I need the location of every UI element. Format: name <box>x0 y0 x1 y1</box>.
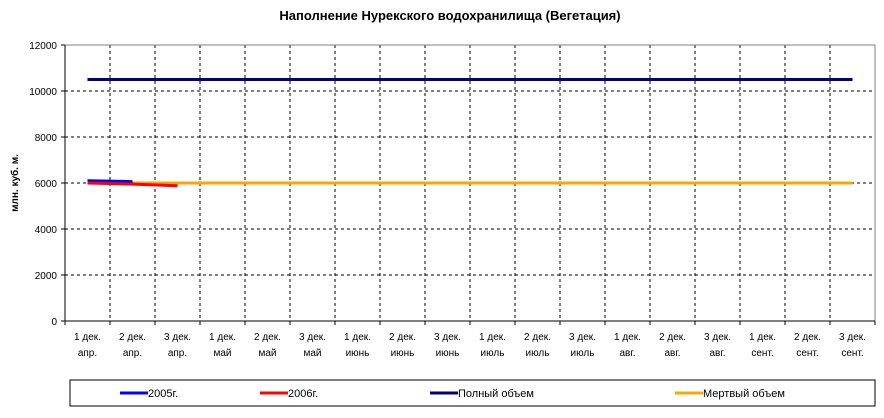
x-tick-label: май <box>303 348 321 359</box>
legend-label: Мертвый объем <box>703 388 785 400</box>
x-tick-label: 2 дек. <box>254 332 281 343</box>
x-tick-label: 2 дек. <box>389 332 416 343</box>
y-tick-label: 4000 <box>35 225 58 236</box>
y-tick-label: 2000 <box>35 271 58 282</box>
x-tick-label: 3 дек. <box>569 332 596 343</box>
x-tick-label: сент. <box>841 348 863 359</box>
x-tick-label: 3 дек. <box>704 332 731 343</box>
x-tick-label: 3 дек. <box>299 332 326 343</box>
x-tick-label: июль <box>526 348 550 359</box>
x-tick-label: 2 дек. <box>524 332 551 343</box>
x-tick-label: май <box>213 348 231 359</box>
x-tick-label: авг. <box>619 348 635 359</box>
x-tick-label: 1 дек. <box>344 332 371 343</box>
x-tick-label: 1 дек. <box>74 332 101 343</box>
x-tick-label: 2 дек. <box>659 332 686 343</box>
legend-label: 2005г. <box>148 388 178 400</box>
x-tick-label: июль <box>481 348 505 359</box>
x-tick-label: апр. <box>123 348 142 359</box>
x-tick-label: май <box>258 348 276 359</box>
series-line <box>87 179 133 184</box>
x-tick-label: 1 дек. <box>614 332 641 343</box>
x-tick-label: 3 дек. <box>434 332 461 343</box>
x-tick-label: 1 дек. <box>749 332 776 343</box>
y-tick-label: 8000 <box>35 133 58 144</box>
x-tick-label: 2 дек. <box>119 332 146 343</box>
x-tick-label: июль <box>571 348 595 359</box>
x-tick-label: авг. <box>709 348 725 359</box>
y-tick-label: 6000 <box>35 179 58 190</box>
x-tick-label: 1 дек. <box>479 332 506 343</box>
y-tick-label: 0 <box>51 317 57 328</box>
x-tick-label: апр. <box>168 348 187 359</box>
series-line <box>87 181 178 188</box>
x-tick-label: 3 дек. <box>839 332 866 343</box>
x-tick-label: сент. <box>751 348 773 359</box>
x-tick-label: июнь <box>436 348 460 359</box>
x-tick-label: сент. <box>796 348 818 359</box>
legend-box <box>69 379 876 407</box>
x-tick-label: 1 дек. <box>209 332 236 343</box>
x-tick-label: апр. <box>78 348 97 359</box>
legend-label: Полный объем <box>458 388 534 400</box>
y-axis-label: млн. куб. м. <box>9 154 21 212</box>
x-tick-label: июнь <box>346 348 370 359</box>
y-tick-label: 12000 <box>29 41 57 52</box>
x-tick-label: 3 дек. <box>164 332 191 343</box>
y-tick-label: 10000 <box>29 87 57 98</box>
x-tick-label: июнь <box>391 348 415 359</box>
legend-label: 2006г. <box>288 388 318 400</box>
x-tick-label: авг. <box>664 348 680 359</box>
x-tick-label: 2 дек. <box>794 332 821 343</box>
chart-title: Наполнение Нурекского водохранилища (Вег… <box>279 8 620 23</box>
